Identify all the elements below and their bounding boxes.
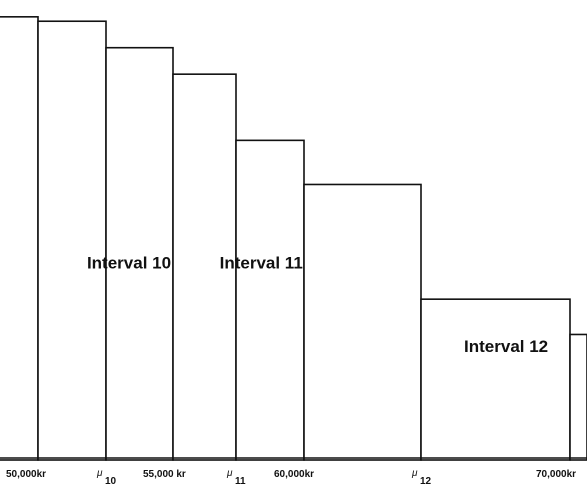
histogram-bar (420, 298, 571, 461)
histogram-bar (235, 139, 305, 461)
mu-marker-symbol: μ (411, 468, 418, 479)
x-tick-label: 55,000 kr (143, 469, 186, 480)
bars-layer (0, 16, 587, 461)
x-tick-label: 50,000kr (6, 469, 46, 480)
mu-marker-subscript: 10 (105, 476, 117, 487)
histogram-bar (172, 73, 237, 461)
histogram-bar (37, 20, 107, 461)
histogram-bar (105, 46, 174, 461)
histogram-bar (303, 183, 422, 461)
mu-marker-subscript: 12 (420, 476, 432, 487)
x-tick-label: 70,000kr (536, 469, 576, 480)
mu-marker-subscript: 11 (235, 476, 246, 487)
labels-layer: 50,000kr 55,000 kr 60,000kr 70,000krμ10μ11μ… (6, 253, 576, 487)
mu-marker-symbol: μ (226, 468, 233, 479)
mu-marker-symbol: μ (96, 468, 103, 479)
interval-label: Interval 12 (464, 337, 548, 356)
histogram-bar (569, 333, 587, 461)
x-tick-label: 60,000kr (274, 469, 314, 480)
histogram-bar (0, 16, 39, 461)
interval-label: Interval 11 (220, 253, 303, 272)
interval-label: Interval 10 (87, 253, 171, 272)
